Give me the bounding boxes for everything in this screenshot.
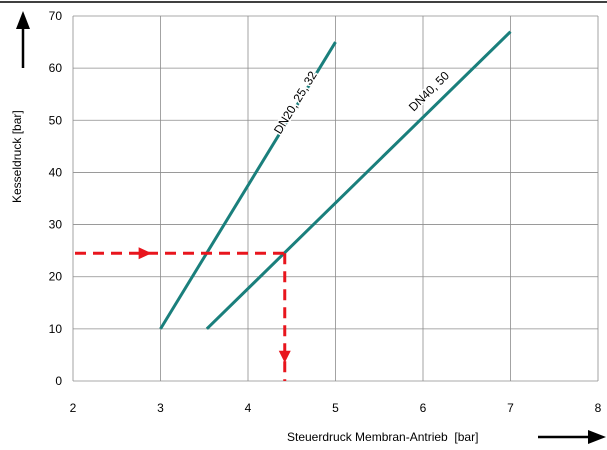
series-label-2: DN40, 50	[406, 68, 452, 114]
x-tick-label: 4	[245, 401, 252, 415]
tick-labels: 2 3 4 5 6 7 8 0 10 20 30 40 50 60 70	[49, 9, 602, 415]
y-tick-label: 30	[49, 218, 63, 232]
y-tick-label: 0	[55, 374, 62, 388]
y-axis-label: Kesseldruck [bar]	[10, 110, 24, 203]
x-tick-label: 3	[157, 401, 164, 415]
grid	[72, 15, 599, 382]
x-axis-arrow-icon	[588, 430, 606, 444]
y-tick-label: 70	[49, 9, 63, 23]
reading-arrow-down-icon	[278, 350, 291, 363]
x-axis-label: Steuerdruck Membran-Antrieb [bar]	[287, 430, 478, 444]
series-line-1	[159, 41, 337, 330]
y-tick-label: 60	[49, 61, 63, 75]
x-tick-label: 6	[420, 401, 427, 415]
series-line-2	[205, 30, 512, 330]
reading-arrow-right-icon	[138, 247, 152, 260]
y-tick-label: 20	[49, 270, 63, 284]
reading-example	[75, 247, 291, 381]
x-tick-label: 5	[332, 401, 339, 415]
x-axis-title-group: Steuerdruck Membran-Antrieb [bar]	[287, 430, 606, 444]
y-axis-title-group: Kesseldruck [bar]	[10, 11, 30, 203]
series-label-1: DN20, 25, 32	[271, 68, 320, 136]
y-tick-label: 40	[49, 165, 63, 179]
x-tick-label: 7	[507, 401, 514, 415]
x-tick-label: 8	[595, 401, 602, 415]
y-tick-label: 10	[49, 322, 63, 336]
x-tick-label: 2	[70, 401, 77, 415]
y-tick-label: 50	[49, 113, 63, 127]
y-axis-arrow-icon	[16, 11, 30, 29]
